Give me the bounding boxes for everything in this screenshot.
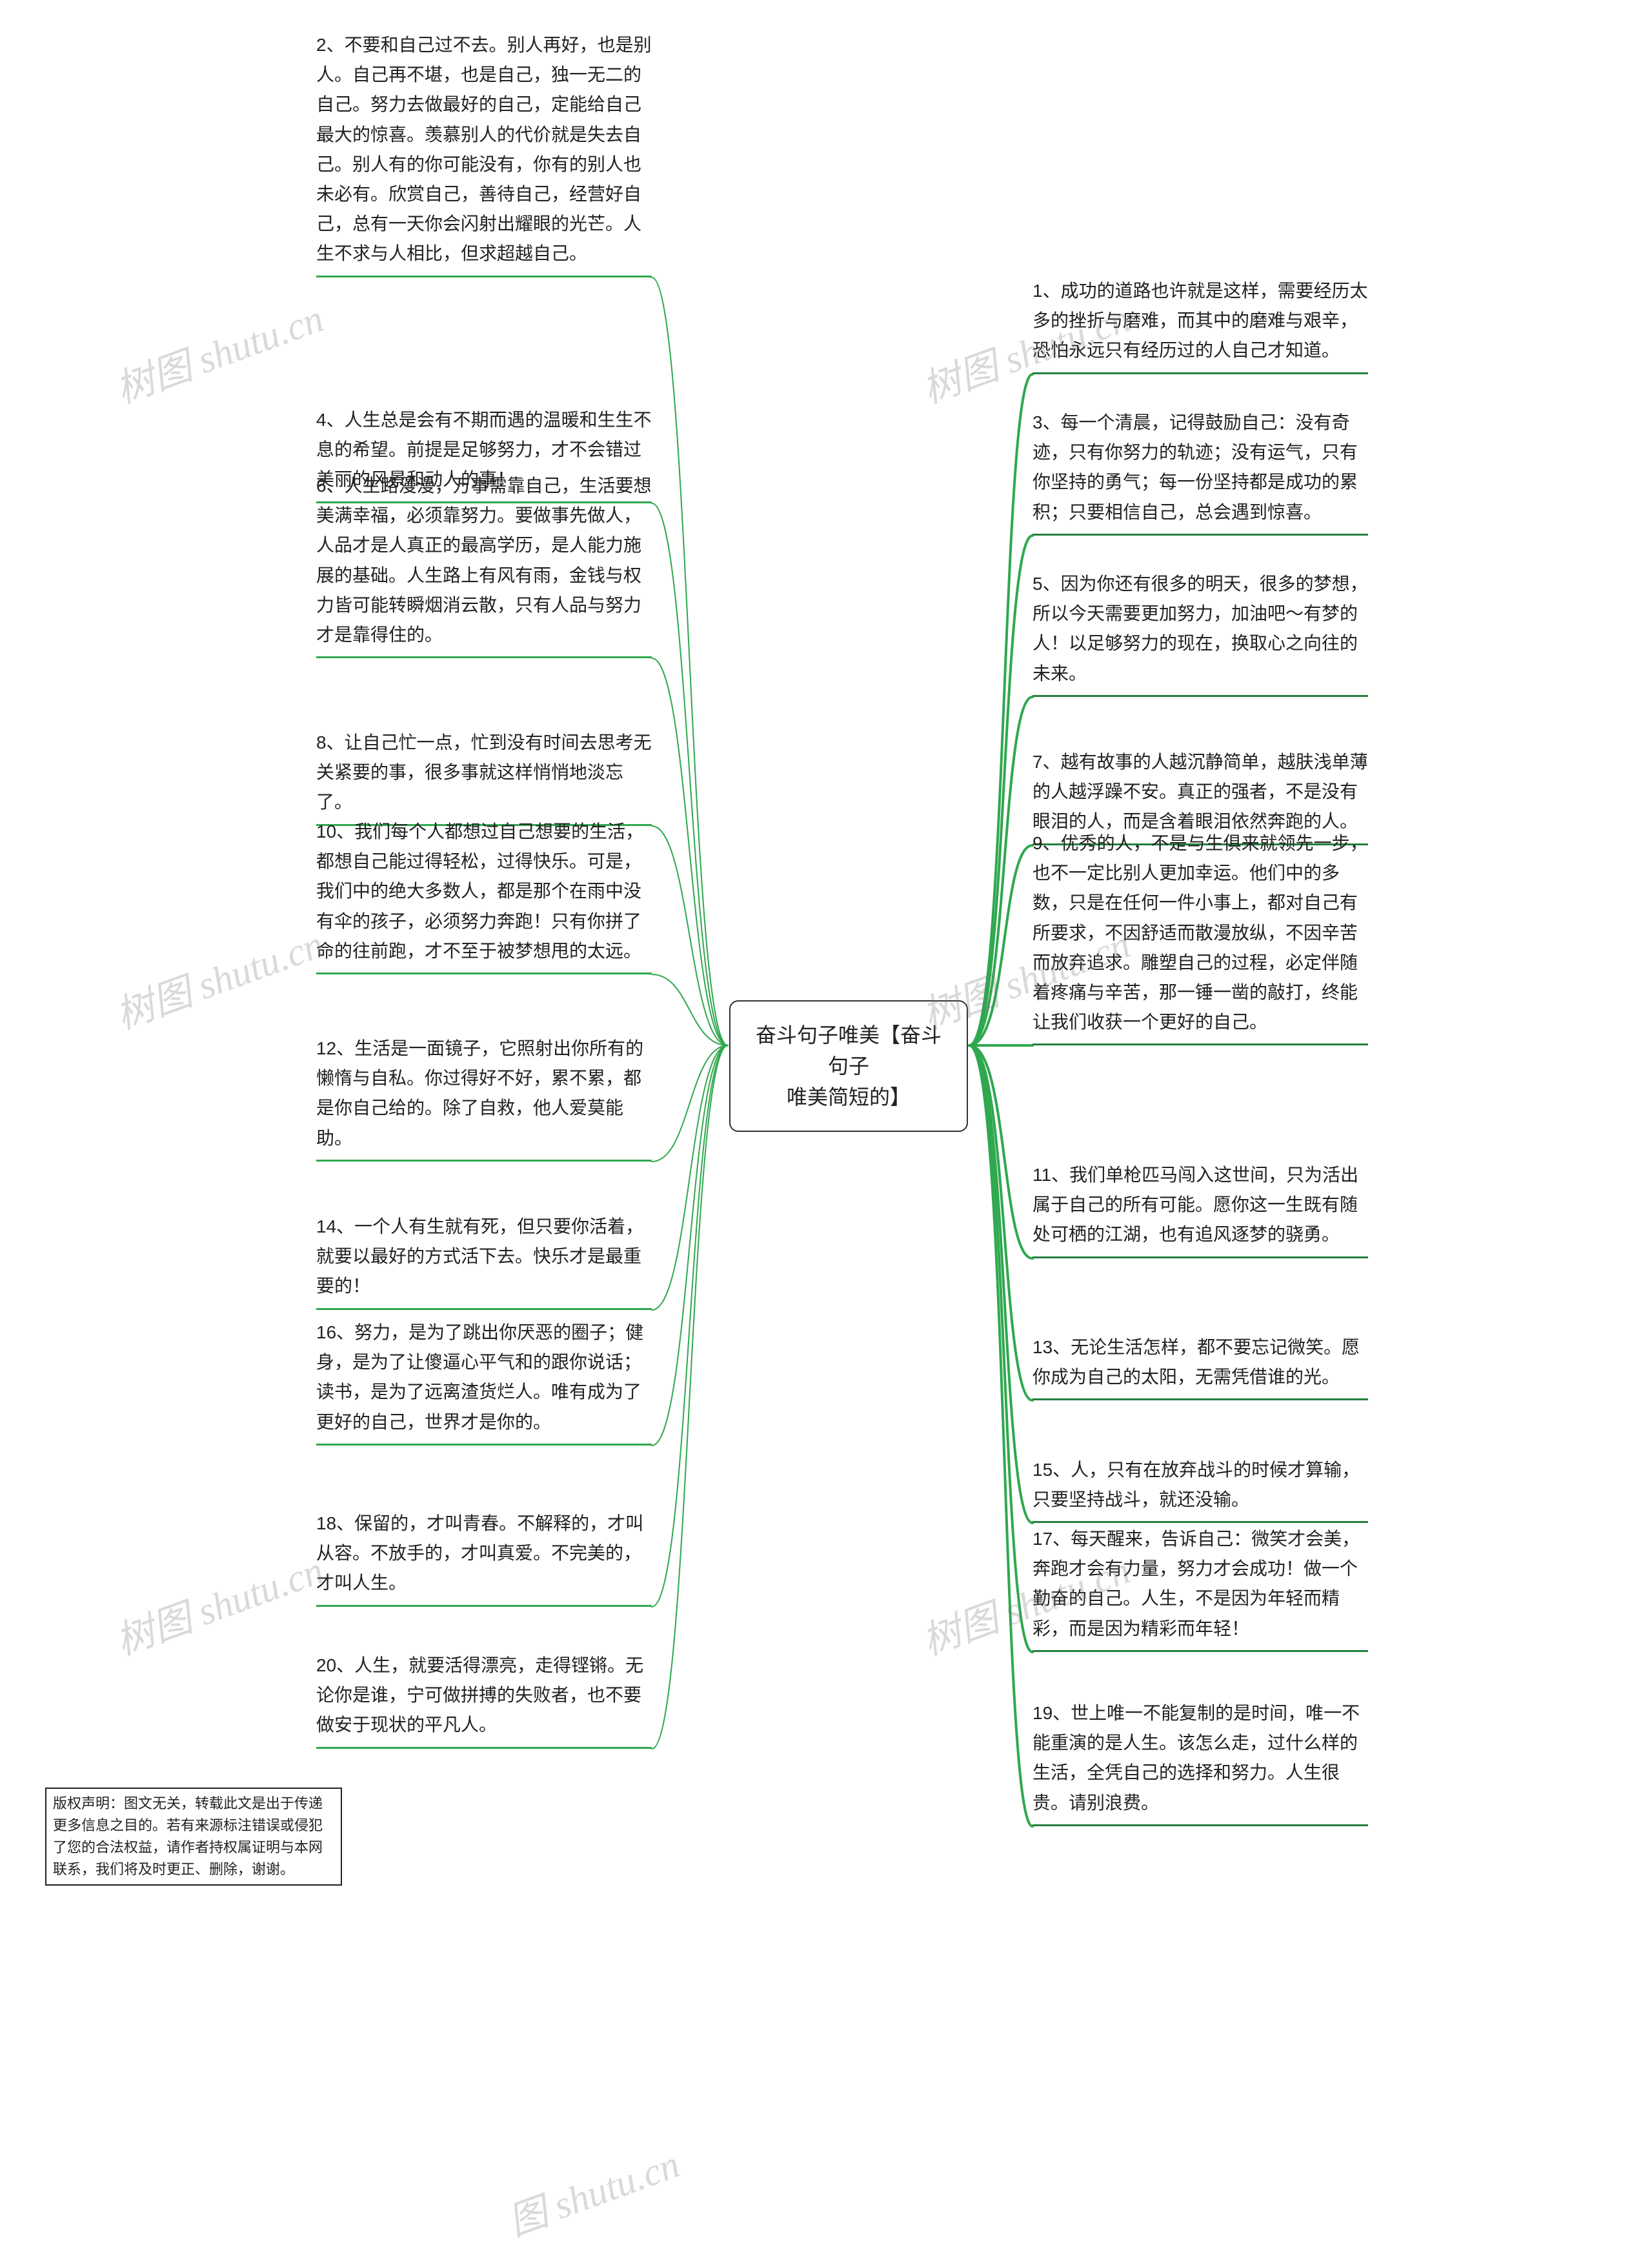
left-leaf-8: 18、保留的，才叫青春。不解释的，才叫从容。不放手的，才叫真爱。不完美的，才叫人… <box>316 1509 652 1607</box>
right-leaf-0: 1、成功的道路也许就是这样，需要经历太多的挫折与磨难，而其中的磨难与艰辛，恐怕永… <box>1032 276 1368 374</box>
right-leaf-5: 11、我们单枪匹马闯入这世间，只为活出属于自己的所有可能。愿你这一生既有随处可栖… <box>1032 1160 1368 1258</box>
right-leaf-8: 17、每天醒来，告诉自己：微笑才会美，奔跑才会有力量，努力才会成功！做一个勤奋的… <box>1032 1524 1368 1652</box>
left-leaf-3: 8、让自己忙一点，忙到没有时间去思考无关紧要的事，很多事就这样悄悄地淡忘了。 <box>316 728 652 826</box>
left-leaf-2: 6、人生路漫漫，万事需靠自己，生活要想美满幸福，必须靠努力。要做事先做人，人品才… <box>316 471 652 658</box>
right-leaf-7: 15、人，只有在放弃战斗的时候才算输，只要坚持战斗，就还没输。 <box>1032 1455 1368 1523</box>
mindmap-canvas: 奋斗句子唯美【奋斗句子 唯美简短的】 2、不要和自己过不去。别人再好，也是别人。… <box>0 0 1652 2168</box>
right-leaf-6: 13、无论生活怎样，都不要忘记微笑。愿你成为自己的太阳，无需凭借谁的光。 <box>1032 1333 1368 1400</box>
watermark-6: 图 shutu.cn <box>499 2133 686 2246</box>
right-leaf-1: 3、每一个清晨，记得鼓励自己：没有奇迹，只有你努力的轨迹；没有运气，只有你坚持的… <box>1032 408 1368 536</box>
left-leaf-0: 2、不要和自己过不去。别人再好，也是别人。自己再不堪，也是自己，独一无二的自己。… <box>316 30 652 277</box>
left-leaf-7: 16、努力，是为了跳出你厌恶的圈子；健身，是为了让傻逼心平气和的跟你说话；读书，… <box>316 1318 652 1446</box>
left-leaf-6: 14、一个人有生就有死，但只要你活着，就要以最好的方式活下去。快乐才是最重要的！ <box>316 1212 652 1310</box>
watermark-4: 树图 shutu.cn <box>106 1539 330 1666</box>
left-leaf-9: 20、人生，就要活得漂亮，走得铿锵。无论你是谁，宁可做拼搏的失败者，也不要做安于… <box>316 1651 652 1749</box>
watermark-0: 树图 shutu.cn <box>106 287 330 414</box>
center-title-line2: 唯美简短的】 <box>754 1082 943 1113</box>
center-title-line1: 奋斗句子唯美【奋斗句子 <box>754 1020 943 1082</box>
watermark-2: 树图 shutu.cn <box>106 913 330 1040</box>
right-leaf-2: 5、因为你还有很多的明天，很多的梦想，所以今天需要更加努力，加油吧～有梦的人！以… <box>1032 569 1368 697</box>
copyright-text: 版权声明：图文无关，转载此文是出于传递更多信息之目的。若有来源标注错误或侵犯了您… <box>53 1795 323 1877</box>
right-leaf-4: 9、优秀的人，不是与生俱来就领先一步，也不一定比别人更加幸运。他们中的多数，只是… <box>1032 829 1368 1045</box>
right-leaf-9: 19、世上唯一不能复制的是时间，唯一不能重演的是人生。该怎么走，过什么样的生活，… <box>1032 1698 1368 1826</box>
copyright-notice: 版权声明：图文无关，转载此文是出于传递更多信息之目的。若有来源标注错误或侵犯了您… <box>45 1788 342 1886</box>
center-topic: 奋斗句子唯美【奋斗句子 唯美简短的】 <box>729 1000 968 1132</box>
left-leaf-5: 12、生活是一面镜子，它照射出你所有的懒惰与自私。你过得好不好，累不累，都是你自… <box>316 1034 652 1162</box>
left-leaf-4: 10、我们每个人都想过自己想要的生活，都想自己能过得轻松，过得快乐。可是，我们中… <box>316 817 652 974</box>
